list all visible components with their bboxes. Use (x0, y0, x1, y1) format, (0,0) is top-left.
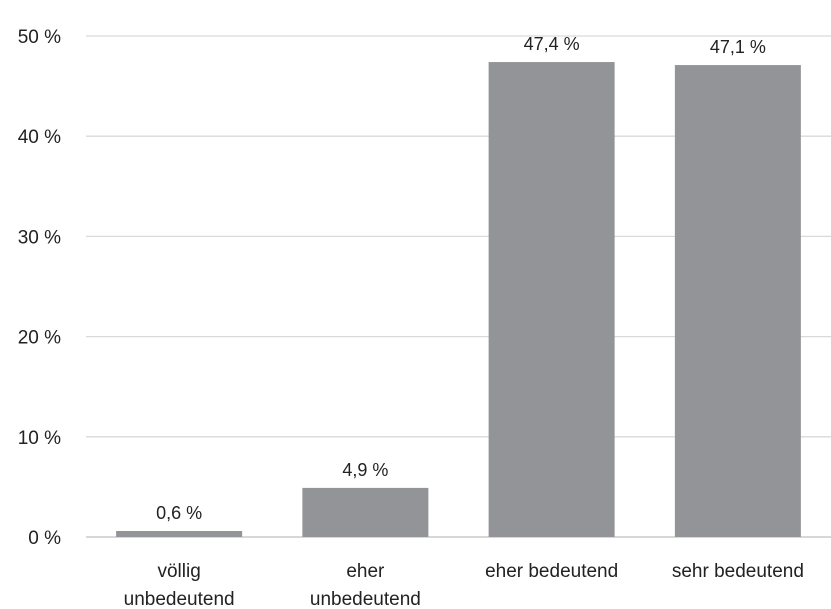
data-label: 47,4 % (524, 34, 580, 54)
x-tick-label: sehr bedeutend (672, 561, 804, 582)
bar (488, 62, 615, 537)
x-tick-label: eher bedeutend (485, 561, 618, 582)
y-tick-label: 20 % (18, 328, 61, 349)
data-label: 47,1 % (710, 37, 766, 57)
y-tick-label: 40 % (18, 127, 61, 148)
data-label: 0,6 % (156, 503, 202, 523)
x-tick-label: unbedeutend (124, 589, 235, 609)
y-tick-label: 10 % (18, 428, 61, 449)
bar (302, 487, 429, 537)
data-label: 4,9 % (342, 460, 388, 480)
y-tick-label: 0 % (28, 528, 61, 549)
bar (116, 530, 243, 537)
y-tick-label: 50 % (18, 27, 61, 48)
x-tick-label: völlig (157, 561, 200, 582)
x-tick-label: eher (346, 561, 385, 582)
x-tick-label: unbedeutend (310, 589, 421, 609)
bar (674, 65, 801, 538)
y-tick-label: 30 % (18, 227, 61, 248)
